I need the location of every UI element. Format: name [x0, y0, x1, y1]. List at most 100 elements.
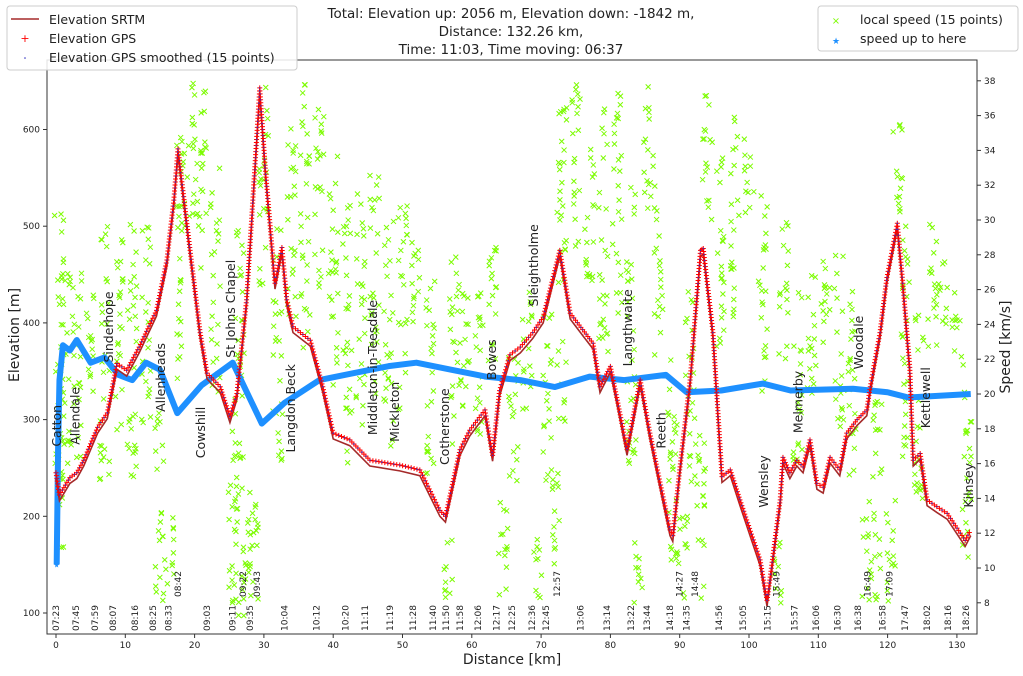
elevation-smoothed-point [837, 466, 839, 469]
local-speed-point [832, 396, 839, 403]
elevation-gps-point [842, 439, 848, 445]
elevation-smoothed-point [251, 208, 254, 210]
elevation-gps-point [421, 475, 427, 481]
local-speed-point [596, 296, 603, 302]
elevation-smoothed-point [576, 321, 579, 324]
local-speed-point [90, 388, 96, 395]
elevation-smoothed-point [803, 460, 806, 462]
elevation-gps-point [155, 298, 161, 304]
local-speed-point [797, 371, 804, 378]
elevation-gps-point [147, 320, 153, 326]
time-marker-label: 14:18 [666, 605, 676, 631]
local-speed-point [444, 539, 451, 546]
elevation-gps-point [86, 444, 92, 450]
elevation-smoothed-point [498, 389, 501, 392]
local-speed-point [959, 506, 966, 513]
elevation-smoothed-point [175, 169, 178, 171]
elevation-gps-point [456, 452, 462, 458]
elevation-gps-point [825, 463, 831, 469]
local-speed-point [58, 321, 65, 328]
elevation-smoothed-point [899, 258, 902, 261]
elevation-smoothed-point [257, 114, 259, 117]
elevation-smoothed-point [328, 414, 331, 417]
local-speed-point [146, 390, 152, 396]
local-speed-point [834, 295, 840, 301]
local-speed-point [897, 185, 904, 192]
local-speed-point [100, 396, 107, 402]
local-speed-point [609, 241, 616, 248]
local-speed-point [702, 93, 708, 99]
y-right-tick-label: 12 [984, 529, 995, 539]
elevation-gps-point [472, 420, 478, 426]
elevation-smoothed-point [410, 467, 413, 469]
elevation-smoothed-point [494, 425, 497, 427]
elevation-smoothed-point [904, 312, 907, 315]
local-speed-point [209, 313, 215, 320]
time-marker-label: 08:33 [164, 605, 174, 631]
local-speed-point [716, 335, 723, 342]
elevation-smoothed-point [720, 463, 723, 466]
time-marker-label: 08:42 [174, 571, 184, 597]
local-speed-point [154, 415, 161, 422]
local-speed-point [491, 247, 498, 254]
legend-local-speed-marker: × [832, 16, 840, 27]
local-speed-point [174, 142, 180, 149]
elevation-smoothed-point [177, 148, 179, 150]
elevation-gps-point [633, 397, 639, 403]
elevation-smoothed-point [923, 481, 926, 484]
local-speed-point [720, 233, 727, 240]
elevation-smoothed-point [879, 325, 882, 328]
local-speed-point [953, 324, 960, 331]
local-speed-point [318, 130, 325, 136]
local-speed-point [375, 174, 382, 180]
local-speed-point [928, 265, 934, 272]
elevation-smoothed-point [314, 356, 316, 359]
local-speed-point [163, 566, 169, 573]
elevation-gps-point [444, 505, 450, 511]
local-speed-point [632, 191, 639, 198]
elevation-smoothed-point [856, 418, 858, 421]
elevation-gps-point [449, 481, 455, 487]
elevation-smoothed-point [260, 116, 263, 119]
elevation-smoothed-point [750, 533, 753, 535]
legend-gps-marker: + [20, 32, 29, 45]
elevation-gps-point [889, 247, 895, 253]
local-speed-point [75, 324, 82, 330]
local-speed-point [705, 204, 712, 211]
local-speed-point [448, 394, 454, 401]
elevation-smoothed-point [569, 312, 572, 315]
y-axis-left-label: Elevation [m] [7, 288, 23, 382]
local-speed-point [584, 214, 591, 221]
local-speed-point [651, 352, 658, 358]
legend-srtm-label: Elevation SRTM [49, 12, 145, 27]
elevation-gps-point [890, 241, 896, 247]
local-speed-point [569, 130, 576, 137]
elevation-smoothed-series [55, 87, 969, 602]
local-speed-point [164, 580, 171, 587]
local-speed-point [346, 292, 353, 299]
local-speed-point [301, 82, 308, 88]
plot-content: ★★★★Catton AllendaleSinderhopeAllenheadsC… [49, 80, 976, 631]
local-speed-point [486, 262, 493, 269]
local-speed-point [760, 265, 767, 271]
elevation-smoothed-point [285, 289, 287, 292]
elevation-smoothed-point [215, 381, 217, 384]
elevation-smoothed-point [844, 438, 847, 441]
local-speed-point [820, 258, 827, 265]
local-speed-point [713, 168, 720, 175]
local-speed-point [694, 502, 700, 509]
local-speed-point [403, 215, 409, 222]
elevation-smoothed-point [672, 528, 675, 531]
elevation-smoothed-point [69, 476, 71, 479]
local-speed-point [199, 160, 206, 167]
elevation-gps-point [109, 384, 115, 390]
elevation-gps-point [966, 529, 972, 535]
elevation-smoothed-point [595, 359, 597, 362]
local-speed-point [503, 564, 510, 570]
local-speed-point [298, 223, 304, 230]
local-speed-point [877, 565, 884, 572]
elevation-smoothed-point [899, 252, 901, 255]
local-speed-point [899, 453, 906, 460]
local-speed-point [798, 409, 805, 416]
local-speed-point [279, 411, 286, 418]
